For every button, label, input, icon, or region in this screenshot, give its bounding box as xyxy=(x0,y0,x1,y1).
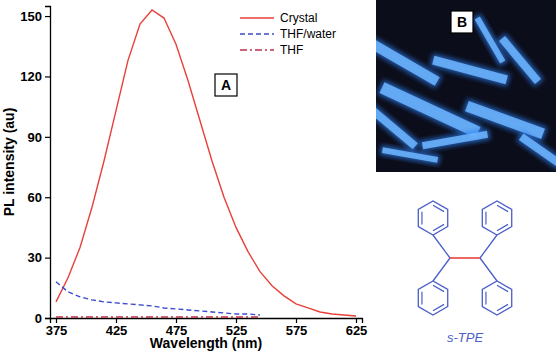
panel-label: B xyxy=(451,11,473,33)
y-tick-label: 150 xyxy=(20,9,42,24)
y-axis: 0 30 60 90 120 150 xyxy=(20,7,50,326)
panel-label-text: A xyxy=(221,77,231,93)
phenyl-ring xyxy=(482,201,511,235)
crystal xyxy=(382,147,438,163)
y-axis-line xyxy=(45,7,51,319)
bond xyxy=(433,235,450,258)
y-tick: 60 xyxy=(28,190,50,205)
legend-entry: Crystal xyxy=(240,11,317,25)
photo-panel xyxy=(358,0,560,172)
y-tick: 90 xyxy=(28,129,50,144)
crystal xyxy=(422,131,488,149)
panel-label-box xyxy=(215,74,237,96)
panel-label: A xyxy=(215,74,237,96)
x-tick: 425 xyxy=(106,318,128,338)
legend: Crystal THF/water THF xyxy=(240,11,336,57)
double-bond xyxy=(421,212,422,225)
legend-swatch xyxy=(240,33,274,35)
structure-label: s-TPE xyxy=(447,330,483,345)
phenyl-ring xyxy=(418,281,447,315)
crystal xyxy=(519,134,556,167)
x-tick-label: 425 xyxy=(106,323,128,338)
x-tick-label: 575 xyxy=(286,323,308,338)
series-line xyxy=(56,316,260,317)
crystal-glow xyxy=(472,14,508,67)
x-axis-title: Wavelength (nm) xyxy=(150,335,262,351)
y-tick-mark xyxy=(45,318,50,319)
phenyl-ring xyxy=(418,201,447,235)
panel-label-box xyxy=(451,11,473,33)
x-tick-label: 375 xyxy=(46,323,68,338)
series-line xyxy=(56,10,356,316)
legend-entry: THF/water xyxy=(240,27,336,41)
structure xyxy=(418,201,511,315)
y-tick-mark xyxy=(45,197,50,198)
y-tick: 0 xyxy=(35,311,50,326)
bond xyxy=(433,258,450,281)
y-tick-label: 0 xyxy=(35,311,42,326)
x-tick-label: 625 xyxy=(346,323,368,338)
legend-swatch xyxy=(240,49,274,51)
phenyl-ring xyxy=(482,281,511,315)
crystal xyxy=(376,34,440,86)
y-tick: 30 xyxy=(28,250,50,265)
y-tick-mark xyxy=(45,137,50,138)
x-tick: 625 xyxy=(346,318,368,338)
x-tick: 375 xyxy=(46,318,68,338)
double-bond xyxy=(485,212,486,225)
double-bond xyxy=(433,304,444,310)
y-tick-mark xyxy=(45,16,50,17)
y-tick: 120 xyxy=(20,69,50,84)
y-tick-label: 60 xyxy=(28,190,42,205)
crystal-glow xyxy=(376,98,421,152)
legend-swatch xyxy=(240,17,274,19)
crystal-glow xyxy=(516,131,556,170)
panel-label-text: B xyxy=(457,14,467,30)
y-tick-mark xyxy=(45,258,50,259)
bond xyxy=(480,235,497,258)
double-bond xyxy=(497,224,508,230)
central-bond xyxy=(450,257,480,259)
y-tick-label: 120 xyxy=(20,69,42,84)
x-tick: 575 xyxy=(286,318,308,338)
legend-label: Crystal xyxy=(280,11,317,25)
double-bond xyxy=(421,292,422,305)
legend-entry: THF xyxy=(240,43,303,57)
y-axis-title: PL intensity (au) xyxy=(1,108,17,217)
double-bond xyxy=(433,224,444,230)
double-bond xyxy=(497,304,508,310)
double-bond xyxy=(433,285,444,291)
bond xyxy=(480,258,497,281)
double-bond xyxy=(485,292,486,305)
x-axis-line xyxy=(51,319,363,324)
double-bond xyxy=(497,285,508,291)
crystal-glow xyxy=(420,129,491,152)
double-bond xyxy=(497,205,508,211)
crystal xyxy=(475,16,506,63)
y-tick-label: 30 xyxy=(28,250,42,265)
crystal xyxy=(376,101,418,150)
y-tick-label: 90 xyxy=(28,129,42,144)
y-tick-mark xyxy=(45,76,50,77)
series-line xyxy=(56,282,260,315)
double-bond xyxy=(433,205,444,211)
legend-label: THF/water xyxy=(280,27,336,41)
plot-area xyxy=(56,10,356,317)
legend-label: THF xyxy=(280,43,303,57)
crystal-glow xyxy=(380,145,441,165)
figure: 3754254755255756250306090120150Wavelengt… xyxy=(0,0,560,354)
y-tick: 150 xyxy=(20,9,50,24)
